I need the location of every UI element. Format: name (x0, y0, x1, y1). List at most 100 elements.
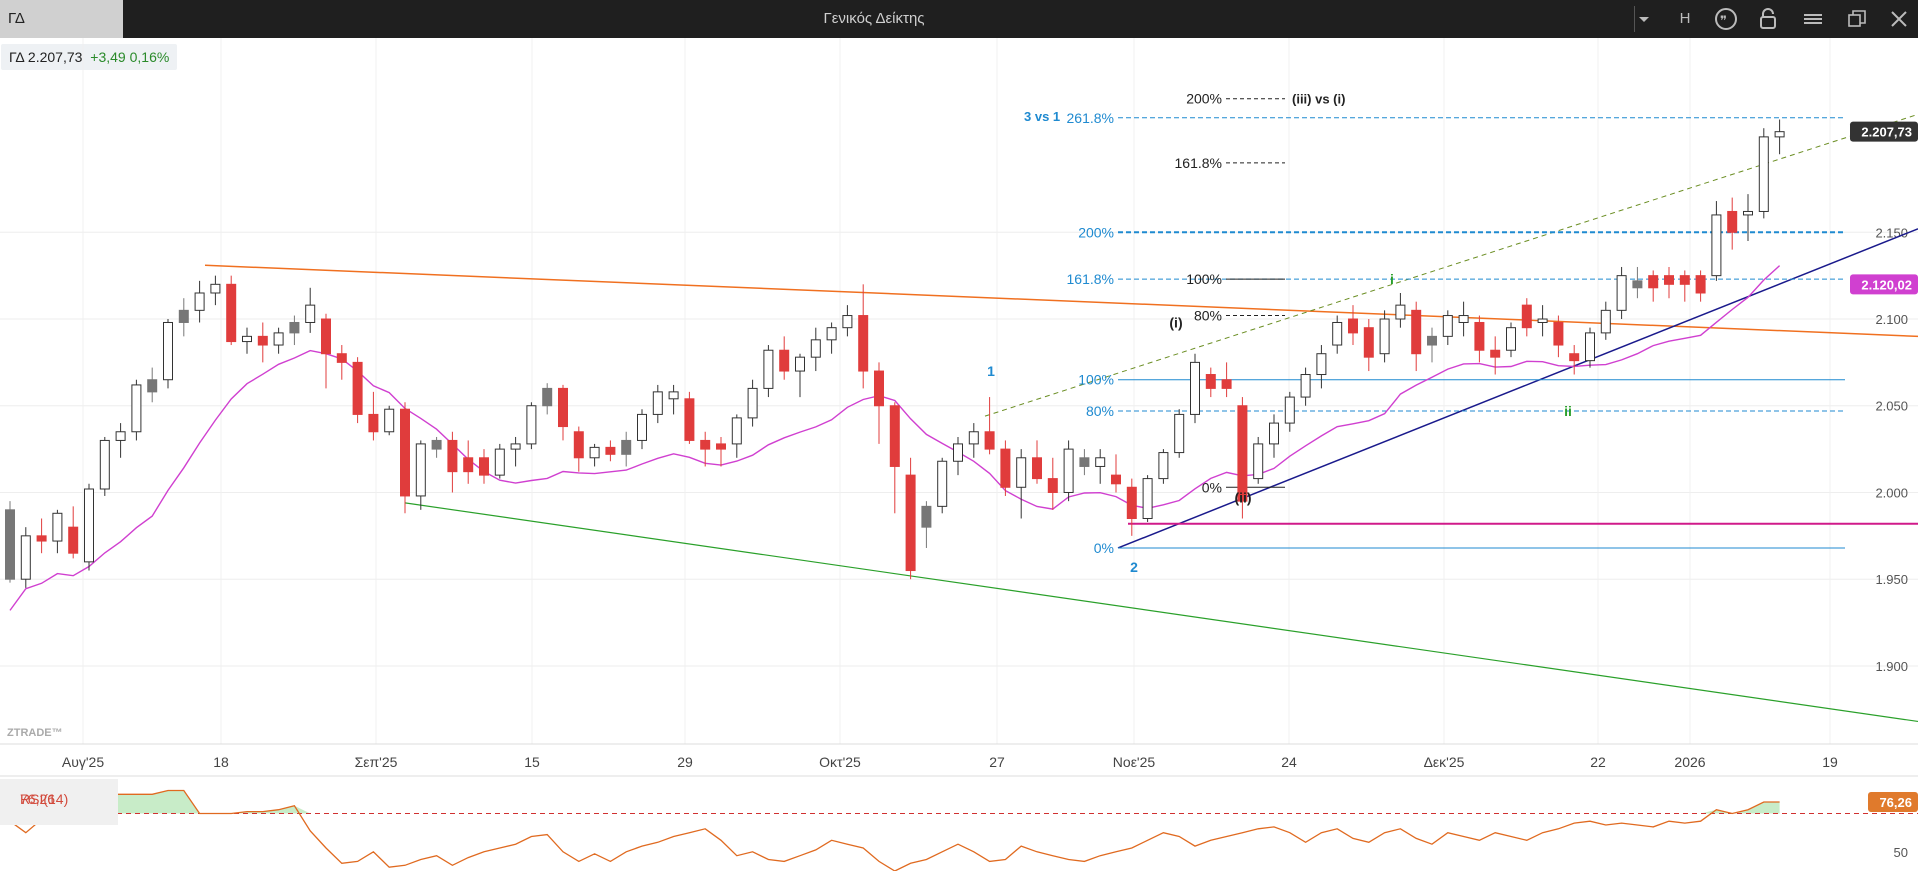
rsi-value-tag: 76,26 (1879, 795, 1912, 810)
wave-projection-line (984, 113, 1918, 417)
candle (1269, 422, 1279, 445)
candle (400, 408, 410, 497)
rsi-label: RSI(14) 76,26 (20, 791, 69, 807)
window-title: Γενικός Δείκτης (823, 10, 925, 27)
rsi-value-tag-bg (1868, 792, 1918, 812)
candle (1047, 478, 1058, 493)
uptrend-line (1117, 228, 1918, 549)
candle (1695, 275, 1706, 294)
fib-label: 100% (1078, 372, 1114, 388)
candle (479, 457, 489, 476)
wave-label: ii (1564, 403, 1572, 419)
candle (668, 391, 679, 400)
fib-label: 161.8% (1067, 271, 1114, 287)
candle (874, 370, 884, 407)
wave-label: (i) (1169, 314, 1182, 330)
candle (605, 446, 616, 455)
candle (1032, 457, 1042, 480)
fib-right-label: 100% (1186, 271, 1222, 287)
fib-label: 80% (1086, 403, 1114, 419)
candle (99, 439, 110, 490)
candle (1379, 318, 1390, 355)
candle (1743, 210, 1753, 216)
candle (1727, 210, 1738, 233)
candle (336, 353, 347, 363)
quote-icon[interactable]: ❞ (1713, 6, 1739, 32)
candle (1506, 327, 1516, 351)
x-tick-label: 18 (213, 754, 229, 770)
candle (637, 413, 647, 441)
candle (1585, 332, 1595, 362)
candle (1126, 486, 1137, 519)
candle (36, 535, 47, 542)
fib-right-label: 161.8% (1175, 155, 1222, 171)
candle (1774, 131, 1785, 138)
last-price-tag: 2.207,73 (1861, 125, 1912, 140)
close-icon[interactable] (1886, 6, 1912, 32)
candle (273, 332, 284, 346)
fib-right-label: 0% (1202, 479, 1222, 495)
fib-right-label: 200% (1186, 91, 1222, 107)
channel-top-line (204, 264, 1918, 338)
candle (494, 448, 505, 476)
fib-right-suffix: (iii) vs (i) (1292, 92, 1345, 107)
candle (68, 526, 79, 554)
candle (194, 292, 205, 311)
candle (747, 387, 758, 419)
candle (1300, 374, 1311, 398)
candle (652, 391, 663, 415)
candle (1616, 275, 1627, 311)
candle (1427, 335, 1437, 346)
price-chart[interactable]: 2.150 2.100 2.050 2.000 1.950 1.900 Αυγ'25 18 Σε… (0, 38, 1918, 871)
candle (589, 446, 600, 459)
candle (510, 443, 521, 450)
menu-icon[interactable] (1800, 6, 1826, 32)
candle (415, 443, 426, 497)
symbol-tab[interactable]: ΓΔ (0, 0, 123, 38)
candle (763, 349, 774, 389)
candle (1664, 275, 1674, 285)
x-tick-label: Οκτ'25 (819, 754, 861, 770)
wave-label: i (1390, 271, 1394, 287)
quote-change: +3,49 0,16% (90, 49, 170, 65)
x-tick-label: Δεκ'25 (1424, 754, 1465, 770)
candle (147, 379, 158, 393)
candle (1442, 315, 1453, 337)
candle (858, 315, 869, 372)
candle (1190, 361, 1200, 415)
fib-label-3vs1: 3 vs 1 (1024, 109, 1060, 124)
x-tick-label: 27 (989, 754, 1005, 770)
y-tick-label: 2.000 (1875, 485, 1908, 500)
candle (431, 439, 442, 450)
unlock-icon[interactable] (1755, 6, 1781, 32)
title-separator (1634, 6, 1635, 32)
candle (84, 488, 94, 563)
rsi-line (9, 789, 1780, 871)
candle (1142, 478, 1153, 519)
last-price-tag-bg (1850, 121, 1918, 142)
candle (1158, 452, 1169, 480)
wave-label: 2 (1130, 559, 1138, 575)
moving-average-line (9, 265, 1781, 611)
candle (1521, 304, 1532, 329)
x-tick-label: 15 (524, 754, 540, 770)
h-button[interactable]: H (1679, 10, 1691, 27)
chevron-down-icon[interactable] (1631, 6, 1657, 32)
candle (131, 384, 142, 433)
x-tick-label: Νοε'25 (1113, 754, 1156, 770)
restore-icon[interactable] (1844, 6, 1870, 32)
candle (1332, 321, 1343, 346)
candle (558, 387, 568, 428)
quote-symbol: ΓΔ (9, 49, 25, 65)
y-tick-label: 1.900 (1875, 659, 1908, 674)
candle (289, 321, 300, 334)
y-tick-label: 2.050 (1875, 399, 1908, 414)
candle (1458, 315, 1469, 323)
candle (1063, 448, 1074, 493)
candle (1348, 318, 1358, 334)
candle (889, 405, 900, 467)
candle (937, 460, 948, 507)
title-bar: ΓΔ Γενικός Δείκτης H ❞ (0, 0, 1918, 38)
rsi-label-panel: RSI(14) 76,26 (0, 779, 118, 825)
candle (1174, 413, 1185, 454)
